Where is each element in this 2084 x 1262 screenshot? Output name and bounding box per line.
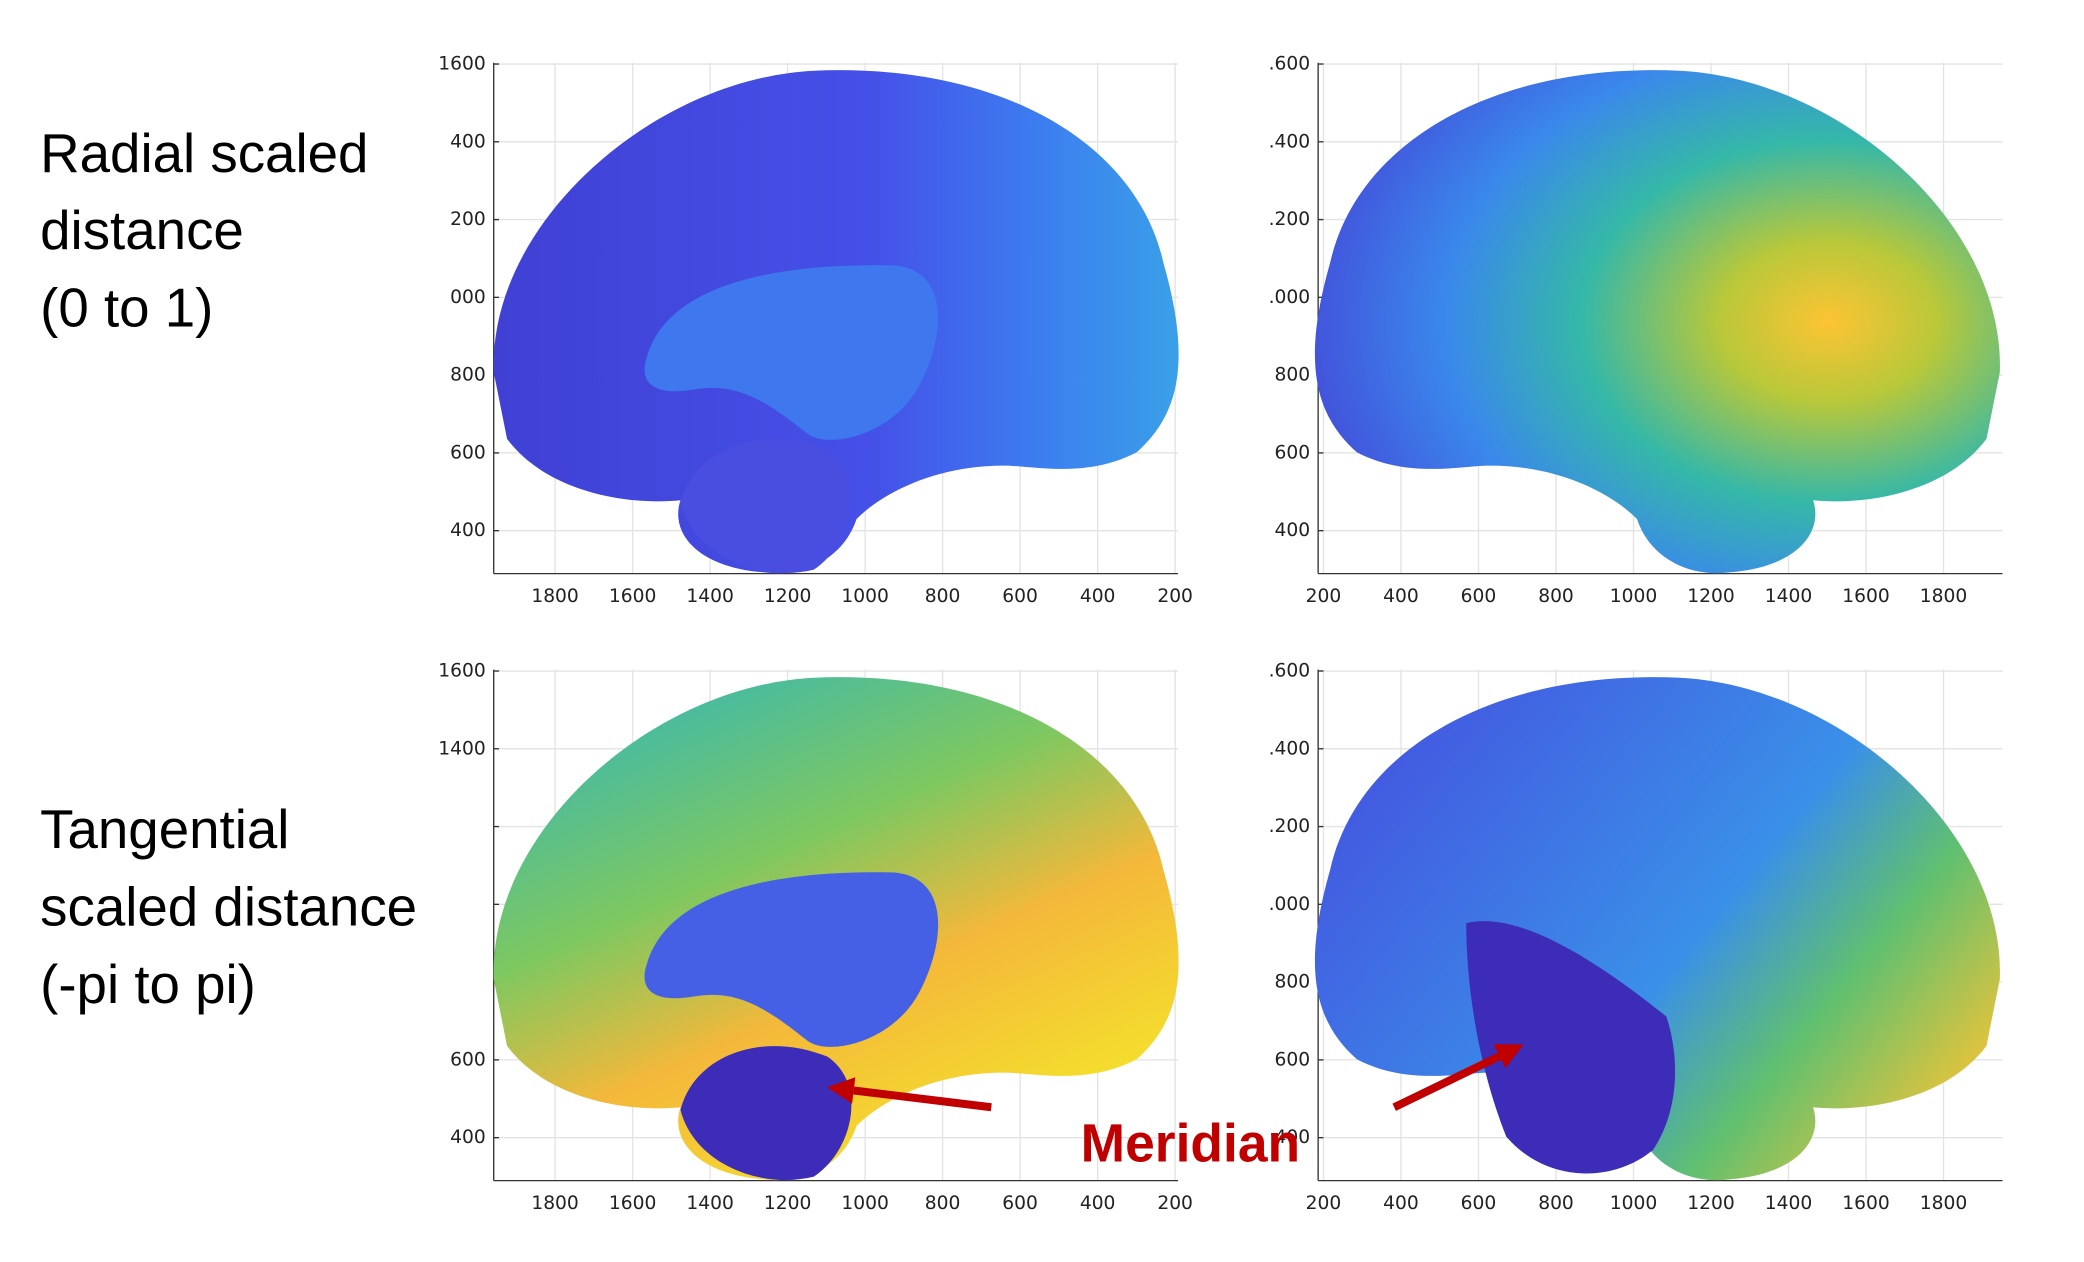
y-tick-label: 400	[1275, 1127, 1311, 1148]
row-label: Tangential	[40, 798, 289, 860]
y-tick-label: 000	[450, 287, 486, 308]
y-tick-label: 1400	[438, 738, 485, 759]
y-tick-label: .200	[1269, 209, 1311, 230]
x-tick-label: 400	[1080, 586, 1116, 607]
row-label: (0 to 1)	[40, 277, 213, 339]
x-tick-label: 1000	[841, 586, 888, 607]
x-tick-label: 1800	[531, 586, 578, 607]
x-tick-label: 1800	[531, 1193, 578, 1214]
brain-inner	[644, 265, 939, 440]
y-tick-label: .000	[1269, 287, 1311, 308]
y-tick-label: 200	[450, 209, 486, 230]
x-tick-label: 1600	[609, 586, 656, 607]
x-tick-label: 600	[1461, 1193, 1497, 1214]
x-tick-label: 400	[1080, 1193, 1116, 1214]
x-tick-label: 200	[1157, 586, 1193, 607]
x-tick-label: 1200	[1687, 586, 1734, 607]
annotation: Meridian	[1081, 1114, 1300, 1173]
x-tick-label: 200	[1157, 1193, 1193, 1214]
y-tick-label: 1600	[438, 54, 485, 75]
y-tick-label: .200	[1269, 816, 1311, 837]
brain-stem	[680, 439, 852, 574]
brain-inner	[644, 872, 939, 1047]
y-tick-label: 600	[1275, 442, 1311, 463]
x-tick-label: 600	[1002, 1193, 1038, 1214]
panel: 1800 1600 1400 1200 1000 800 600 400 200 1600 400 2…	[438, 54, 1193, 607]
x-tick-label: 1000	[1610, 586, 1657, 607]
y-tick-label: .600	[1269, 54, 1311, 75]
x-tick-label: 800	[925, 586, 961, 607]
y-tick-label: .000	[1269, 894, 1311, 915]
brain-stem	[680, 1046, 852, 1181]
x-tick-label: 1600	[1842, 586, 1889, 607]
y-tick-label: 400	[450, 520, 486, 541]
y-tick-label: .400	[1269, 131, 1311, 152]
x-tick-label: 1600	[1842, 1193, 1889, 1214]
x-tick-label: 200	[1306, 1193, 1342, 1214]
y-tick-label: 1600	[438, 661, 485, 682]
y-tick-label: 400	[1275, 520, 1311, 541]
x-tick-label: 1200	[764, 586, 811, 607]
y-tick-label: 600	[450, 1049, 486, 1070]
panel: 200 400 600 800 1000 1200 1400 1600 1800 .600 .400…	[1269, 54, 2003, 607]
brain-stem	[1466, 921, 1676, 1174]
x-tick-label: 600	[1461, 586, 1497, 607]
x-tick-label: 1200	[1687, 1193, 1734, 1214]
y-tick-label: 400	[450, 1127, 486, 1148]
x-tick-label: 1000	[1610, 1193, 1657, 1214]
arrow-head	[1493, 1044, 1524, 1069]
x-tick-label: 1400	[686, 1193, 733, 1214]
y-tick-label: .600	[1269, 661, 1311, 682]
x-tick-label: 1200	[764, 1193, 811, 1214]
panel: 200 400 600 800 1000 1200 1400 1600 1800 .600 .400…	[1269, 661, 2003, 1214]
y-tick-label: 800	[1275, 365, 1311, 386]
x-tick-label: 800	[925, 1193, 961, 1214]
x-tick-label: 200	[1306, 586, 1342, 607]
y-tick-label: .400	[1269, 738, 1311, 759]
y-tick-label: 400	[450, 131, 486, 152]
x-tick-label: 800	[1538, 586, 1574, 607]
arrow-shaft	[853, 1086, 992, 1112]
x-tick-label: 600	[1002, 586, 1038, 607]
x-tick-label: 800	[1538, 1193, 1574, 1214]
row-label: (-pi to pi)	[40, 953, 256, 1015]
x-tick-label: 1600	[609, 1193, 656, 1214]
x-tick-label: 400	[1383, 586, 1419, 607]
brain	[493, 70, 1179, 574]
panel: 1800 1600 1400 1200 1000 800 600 400 200 1600 1400…	[438, 661, 1193, 1214]
y-tick-label: 600	[450, 442, 486, 463]
x-tick-label: 1400	[1765, 586, 1812, 607]
brain	[493, 677, 1179, 1181]
y-tick-label: 800	[450, 365, 486, 386]
x-tick-label: 1400	[686, 586, 733, 607]
y-tick-label: 600	[1275, 1049, 1311, 1070]
brain	[1314, 677, 2000, 1181]
x-tick-label: 1800	[1920, 1193, 1967, 1214]
row-label: scaled distance	[40, 876, 417, 938]
arrow-head	[827, 1077, 856, 1104]
x-tick-label: 400	[1383, 1193, 1419, 1214]
row-label: distance	[40, 199, 244, 261]
y-tick-label: 800	[1275, 972, 1311, 993]
x-tick-label: 1000	[841, 1193, 888, 1214]
row-label: Radial scaled	[40, 122, 368, 184]
brain	[1314, 70, 2000, 574]
arrow-shaft	[1392, 1052, 1502, 1111]
x-tick-label: 1400	[1765, 1193, 1812, 1214]
x-tick-label: 1800	[1920, 586, 1967, 607]
brain-surface	[1314, 70, 2000, 574]
